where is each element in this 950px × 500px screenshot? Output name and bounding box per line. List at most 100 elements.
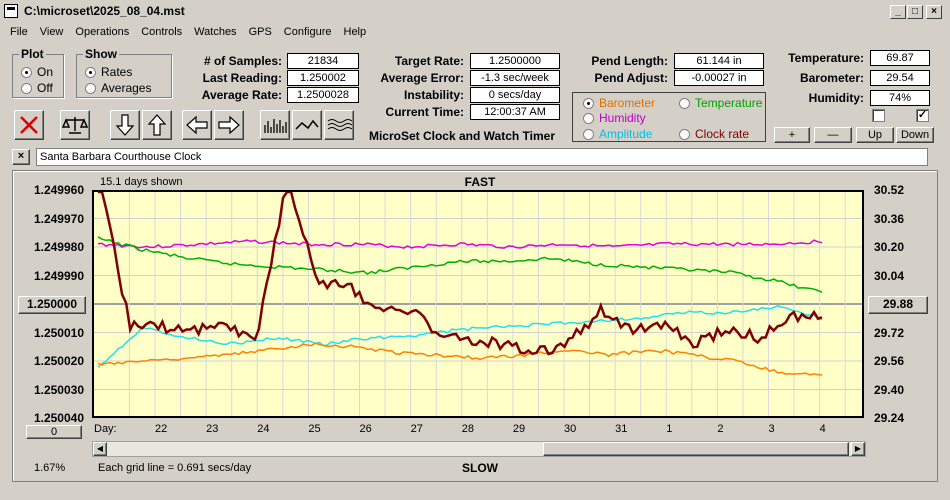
minus-button[interactable]: — — [814, 127, 852, 143]
right-axis-tick: 30.36 — [874, 211, 905, 226]
arrow-right-icon — [218, 115, 240, 135]
pend-adjust-label: Pend Adjust: — [594, 71, 668, 85]
slow-label: SLOW — [462, 461, 498, 475]
radio-dot-icon — [85, 82, 96, 94]
plot-area — [92, 190, 864, 418]
barometer-label: Barometer: — [799, 71, 864, 85]
last-reading-label: Last Reading: — [202, 71, 282, 85]
plot-group-title: Plot — [19, 47, 46, 61]
left-axis-tick: 1.250030 — [33, 382, 84, 397]
menu-operations[interactable]: Operations — [75, 26, 130, 38]
arrow-left-button[interactable] — [182, 110, 212, 140]
wave-view-button[interactable] — [324, 110, 354, 140]
right-value-button[interactable]: 29.88 — [868, 296, 928, 314]
menu-watches[interactable]: Watches — [194, 26, 237, 38]
average-rate-field: 1.2500028 — [287, 87, 359, 103]
day-tick-label: 25 — [308, 423, 321, 435]
menu-help[interactable]: Help — [343, 26, 367, 38]
current-time-label: Current Time: — [385, 105, 464, 119]
bars-view-button[interactable] — [260, 110, 290, 140]
minimize-button[interactable]: _ — [890, 5, 906, 19]
menu-gps[interactable]: GPS — [248, 26, 272, 38]
right-axis-tick: 30.20 — [874, 240, 905, 254]
line-graph-icon — [295, 119, 319, 130]
day-tick-label: 28 — [461, 423, 474, 435]
left-axis-tick: 1.250020 — [33, 354, 84, 368]
menu-file[interactable]: File — [10, 26, 28, 38]
maximize-button[interactable]: □ — [907, 5, 923, 19]
sensor-clockrate-radio[interactable]: Clock rate — [679, 127, 749, 141]
sensor-amplitude-radio[interactable]: Amplitude — [583, 127, 652, 141]
menu-controls[interactable]: Controls — [141, 26, 183, 38]
option-checkbox-2[interactable]: ✓ — [916, 109, 929, 122]
last-reading-field: 1.250002 — [287, 70, 359, 86]
plot-on-radio[interactable]: On — [21, 65, 53, 79]
plus-button[interactable]: + — [774, 127, 810, 143]
remove-watch-button[interactable]: × — [12, 149, 30, 165]
horizontal-scrollbar[interactable]: ◀ ▶ — [92, 441, 866, 457]
menu-view[interactable]: View — [39, 26, 64, 38]
series-line-temperature — [97, 236, 823, 293]
day-tick-label: 27 — [410, 423, 423, 435]
average-error-field: -1.3 sec/week — [470, 70, 560, 86]
down-button[interactable]: Down — [896, 127, 934, 143]
scroll-right-icon[interactable]: ▶ — [851, 442, 865, 456]
days-shown-label: 15.1 days shown — [100, 176, 183, 188]
series-line-humidity — [97, 239, 823, 249]
menu-bar: File View Operations Controls Watches GP… — [0, 22, 950, 42]
scroll-thumb[interactable] — [543, 442, 849, 456]
menu-configure[interactable]: Configure — [283, 26, 332, 38]
clear-button[interactable] — [14, 110, 44, 140]
wave-graph-icon — [327, 119, 352, 131]
show-group: Show Rates Averages — [76, 47, 172, 98]
zero-button[interactable]: 0 — [26, 425, 82, 439]
app-name-label: MicroSet Clock and Watch Timer — [368, 129, 556, 143]
humidity-label: Humidity: — [808, 91, 864, 105]
left-axis-tick: 1.249990 — [33, 268, 84, 283]
window-title: C:\microset\2025_08_04.mst — [24, 4, 185, 18]
right-axis-tick: 29.24 — [874, 411, 905, 425]
sensor-select-panel: Barometer Temperature Humidity Amplitude… — [572, 92, 766, 142]
right-axis-tick: 30.04 — [874, 268, 905, 283]
sensor-barometer-radio[interactable]: Barometer — [583, 96, 655, 110]
show-group-title: Show — [83, 47, 119, 61]
center-rate-button[interactable]: 1.250000 — [18, 296, 86, 314]
series-line-amplitude — [97, 304, 823, 368]
radio-dot-icon — [583, 112, 594, 124]
arrow-up-button[interactable] — [142, 110, 172, 140]
app-icon[interactable] — [4, 4, 18, 18]
left-axis-tick: 1.249960 — [33, 183, 84, 197]
arrow-down-button[interactable] — [110, 110, 140, 140]
grid-note-label: Each grid line = 0.691 secs/day — [98, 462, 252, 474]
plot-off-radio[interactable]: Off — [21, 81, 53, 95]
chart-panel — [12, 170, 938, 482]
watch-name-field[interactable]: Santa Barbara Courthouse Clock — [36, 148, 928, 166]
day-tick-label: 3 — [768, 423, 775, 435]
pend-length-field[interactable]: 61.144 in — [674, 53, 764, 69]
radio-dot-icon — [85, 66, 96, 78]
day-tick-label: 29 — [512, 423, 526, 435]
up-button[interactable]: Up — [856, 127, 894, 143]
sensor-humidity-radio[interactable]: Humidity — [583, 111, 646, 125]
balance-button[interactable] — [60, 110, 90, 140]
right-axis-tick: 29.56 — [874, 354, 905, 368]
average-rate-label: Average Rate: — [201, 88, 282, 102]
sensor-temperature-radio[interactable]: Temperature — [679, 96, 762, 110]
show-rates-radio[interactable]: Rates — [85, 65, 132, 79]
line-view-button[interactable] — [292, 110, 322, 140]
arrow-left-icon — [186, 115, 208, 135]
arrow-down-icon — [115, 114, 135, 136]
left-axis-tick: 1.250040 — [33, 411, 84, 425]
day-tick-label: 1 — [666, 423, 673, 435]
target-rate-field[interactable]: 1.2500000 — [470, 53, 560, 69]
day-tick-label: 24 — [257, 423, 270, 435]
instability-field: 0 secs/day — [470, 87, 560, 103]
scroll-left-icon[interactable]: ◀ — [93, 442, 107, 456]
show-averages-radio[interactable]: Averages — [85, 81, 151, 95]
pend-length-label: Pend Length: — [591, 54, 668, 68]
option-checkbox-1[interactable] — [872, 109, 885, 122]
day-tick-label: 23 — [206, 423, 219, 435]
close-button[interactable]: × — [926, 5, 942, 19]
arrow-right-button[interactable] — [214, 110, 244, 140]
day-tick-label: 2 — [717, 423, 724, 435]
